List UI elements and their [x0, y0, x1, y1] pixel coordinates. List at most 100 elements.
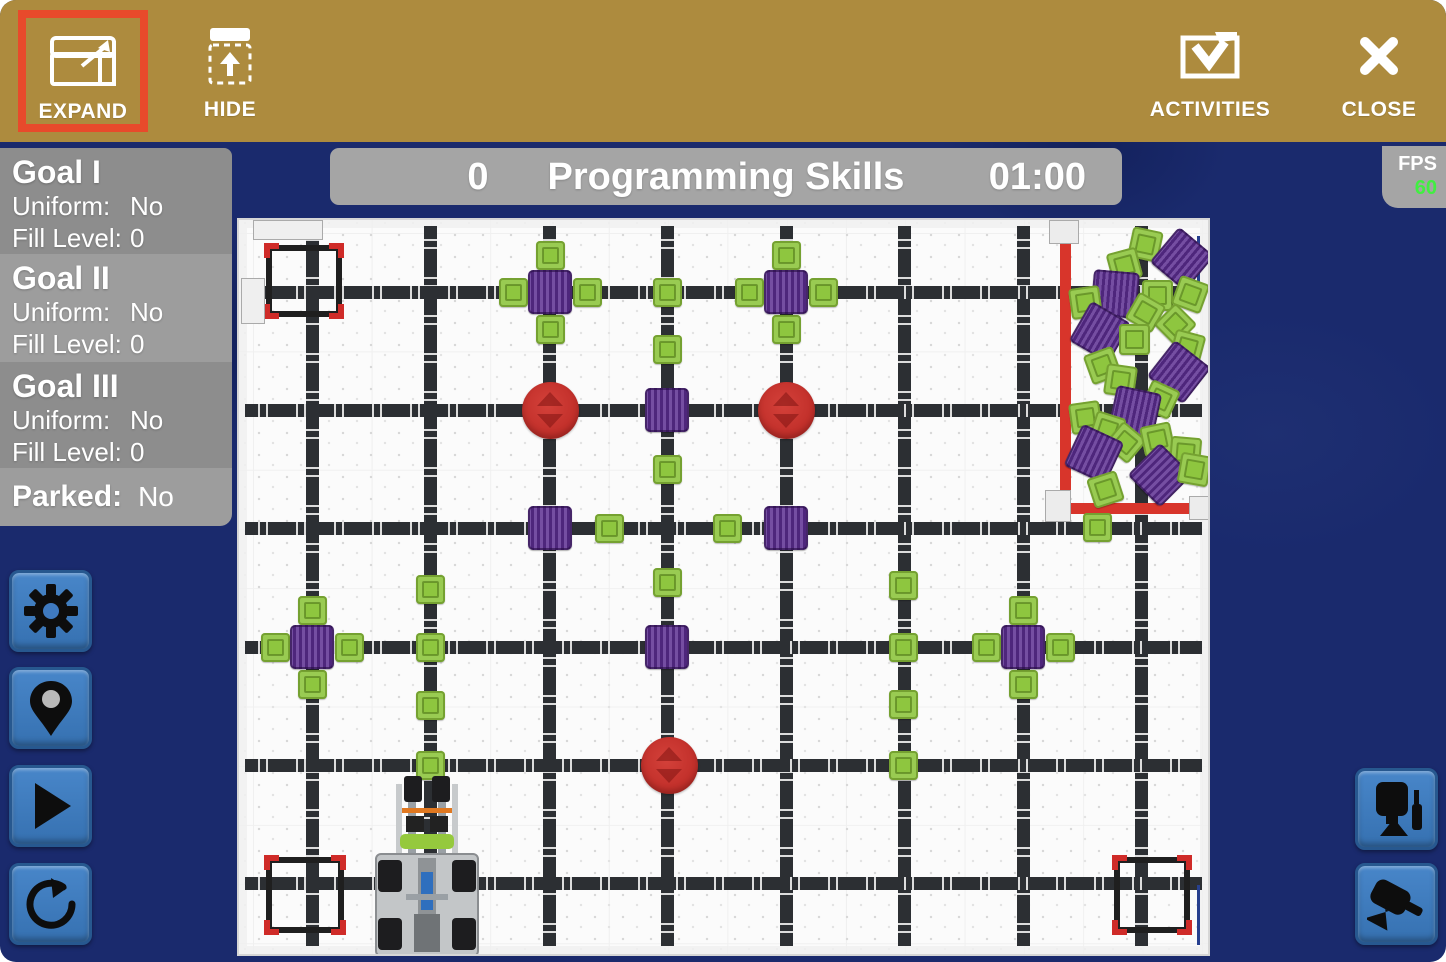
goal-1-fill-value: 0	[130, 223, 145, 253]
green-cube	[260, 632, 290, 662]
green-cube	[971, 632, 1001, 662]
red-ball	[640, 736, 698, 794]
goal-corner-mark	[329, 304, 344, 319]
green-cube	[652, 334, 682, 364]
position-button[interactable]	[9, 667, 92, 749]
green-cube	[652, 277, 682, 307]
purple-cube	[645, 625, 689, 669]
hide-button[interactable]: HIDE	[178, 24, 282, 122]
supply-zone-cap-right	[1189, 496, 1208, 520]
play-button[interactable]	[9, 765, 92, 847]
purple-cube	[1001, 625, 1045, 669]
green-cube	[652, 454, 682, 484]
purple-cube	[528, 506, 572, 550]
parked-value: No	[138, 481, 174, 512]
goal-2-uniform-label: Uniform:	[12, 297, 111, 327]
green-cube	[1176, 451, 1208, 487]
goal-3-uniform-label: Uniform:	[12, 405, 111, 435]
supply-zone-corner	[1045, 490, 1071, 522]
close-icon	[1357, 24, 1401, 88]
score-value: 0	[467, 156, 489, 198]
goal-3-uniform-value: No	[130, 405, 164, 435]
green-cube	[498, 277, 528, 307]
field-rail-horizontal	[245, 404, 1202, 417]
field-wall-trim	[253, 220, 323, 240]
game-field	[237, 218, 1210, 956]
goal-1-uniform-label: Uniform:	[12, 191, 111, 221]
goal-3-title: Goal III	[12, 368, 119, 404]
goal-status-sidebar: Goal I Uniform: No Fill Level: 0 Goal II U…	[0, 148, 232, 526]
expand-icon	[44, 32, 122, 90]
match-timer: 01:00	[988, 156, 1086, 198]
green-cube	[297, 669, 327, 699]
green-cube	[771, 314, 801, 344]
reset-button[interactable]	[9, 863, 92, 945]
goal-corner-mark	[331, 855, 346, 870]
green-cube	[888, 750, 918, 780]
supply-zone-bar-horizontal	[1065, 503, 1199, 514]
activities-button[interactable]: ACTIVITIES	[1140, 24, 1280, 122]
goal-corner-mark	[331, 920, 346, 935]
expand-button[interactable]: EXPAND	[18, 10, 148, 132]
goal-1-title: Goal I	[12, 154, 101, 190]
green-cube	[712, 513, 742, 543]
reset-icon	[26, 878, 76, 929]
green-cube	[594, 513, 624, 543]
goal-1-fill-label: Fill Level:	[12, 223, 122, 253]
fps-value: 60	[1414, 177, 1437, 199]
scoreboard: 0 Programming Skills 01:00	[330, 148, 1122, 205]
field-rail-horizontal	[245, 759, 1202, 772]
expand-label: EXPAND	[38, 100, 128, 123]
parked-panel: Parked: No	[0, 468, 232, 526]
goal-2-uniform-value: No	[130, 297, 164, 327]
green-cube	[415, 632, 445, 662]
close-button[interactable]: CLOSE	[1336, 24, 1422, 122]
green-cube	[888, 570, 918, 600]
map-pin-icon	[29, 681, 72, 736]
green-cube	[297, 595, 327, 625]
monitor-camera-icon	[1375, 782, 1422, 836]
green-cube	[415, 574, 445, 604]
green-cube	[1082, 512, 1112, 542]
close-label: CLOSE	[1341, 98, 1417, 121]
parked-label: Parked:	[12, 480, 123, 513]
match-mode-title: Programming Skills	[547, 156, 905, 198]
field-rail-horizontal	[245, 641, 1202, 654]
camera-view-button[interactable]	[1355, 768, 1438, 850]
green-cube	[535, 240, 565, 270]
green-cube	[1045, 632, 1075, 662]
green-cube	[334, 632, 364, 662]
goal-1-uniform-value: No	[130, 191, 164, 221]
play-icon	[34, 783, 71, 829]
field-edge-mark	[1197, 885, 1200, 945]
goal-3-fill-value: 0	[130, 437, 145, 467]
goal-2-title: Goal II	[12, 260, 110, 296]
corner-goal	[264, 855, 346, 935]
field-rail-horizontal	[245, 877, 1202, 890]
field-rail-vertical	[1017, 226, 1030, 946]
goal-1-panel: Goal I Uniform: No Fill Level: 0	[0, 148, 232, 254]
green-cube	[1008, 669, 1038, 699]
goal-2-fill-value: 0	[130, 329, 145, 359]
camera-angle-button[interactable]	[1355, 863, 1438, 945]
green-cube	[535, 314, 565, 344]
field-rail-horizontal	[245, 286, 1202, 299]
goal-corner-mark	[264, 243, 279, 258]
fps-label: FPS	[1398, 153, 1437, 175]
green-cube	[1118, 323, 1150, 355]
goal-2-fill-label: Fill Level:	[12, 329, 122, 359]
video-camera-icon	[1366, 879, 1423, 931]
fps-indicator: FPS 60	[1382, 146, 1446, 208]
green-cube	[572, 277, 602, 307]
goal-corner-mark	[1112, 920, 1127, 935]
red-ball	[521, 381, 579, 439]
goal-corner-mark	[1112, 855, 1127, 870]
settings-button[interactable]	[9, 570, 92, 652]
green-cube	[888, 632, 918, 662]
supply-zone-bar-vertical	[1060, 242, 1071, 510]
goal-3-fill-label: Fill Level:	[12, 437, 122, 467]
activities-label: ACTIVITIES	[1149, 98, 1271, 121]
green-cube	[415, 750, 445, 780]
green-cube	[888, 689, 918, 719]
robot	[375, 776, 479, 954]
